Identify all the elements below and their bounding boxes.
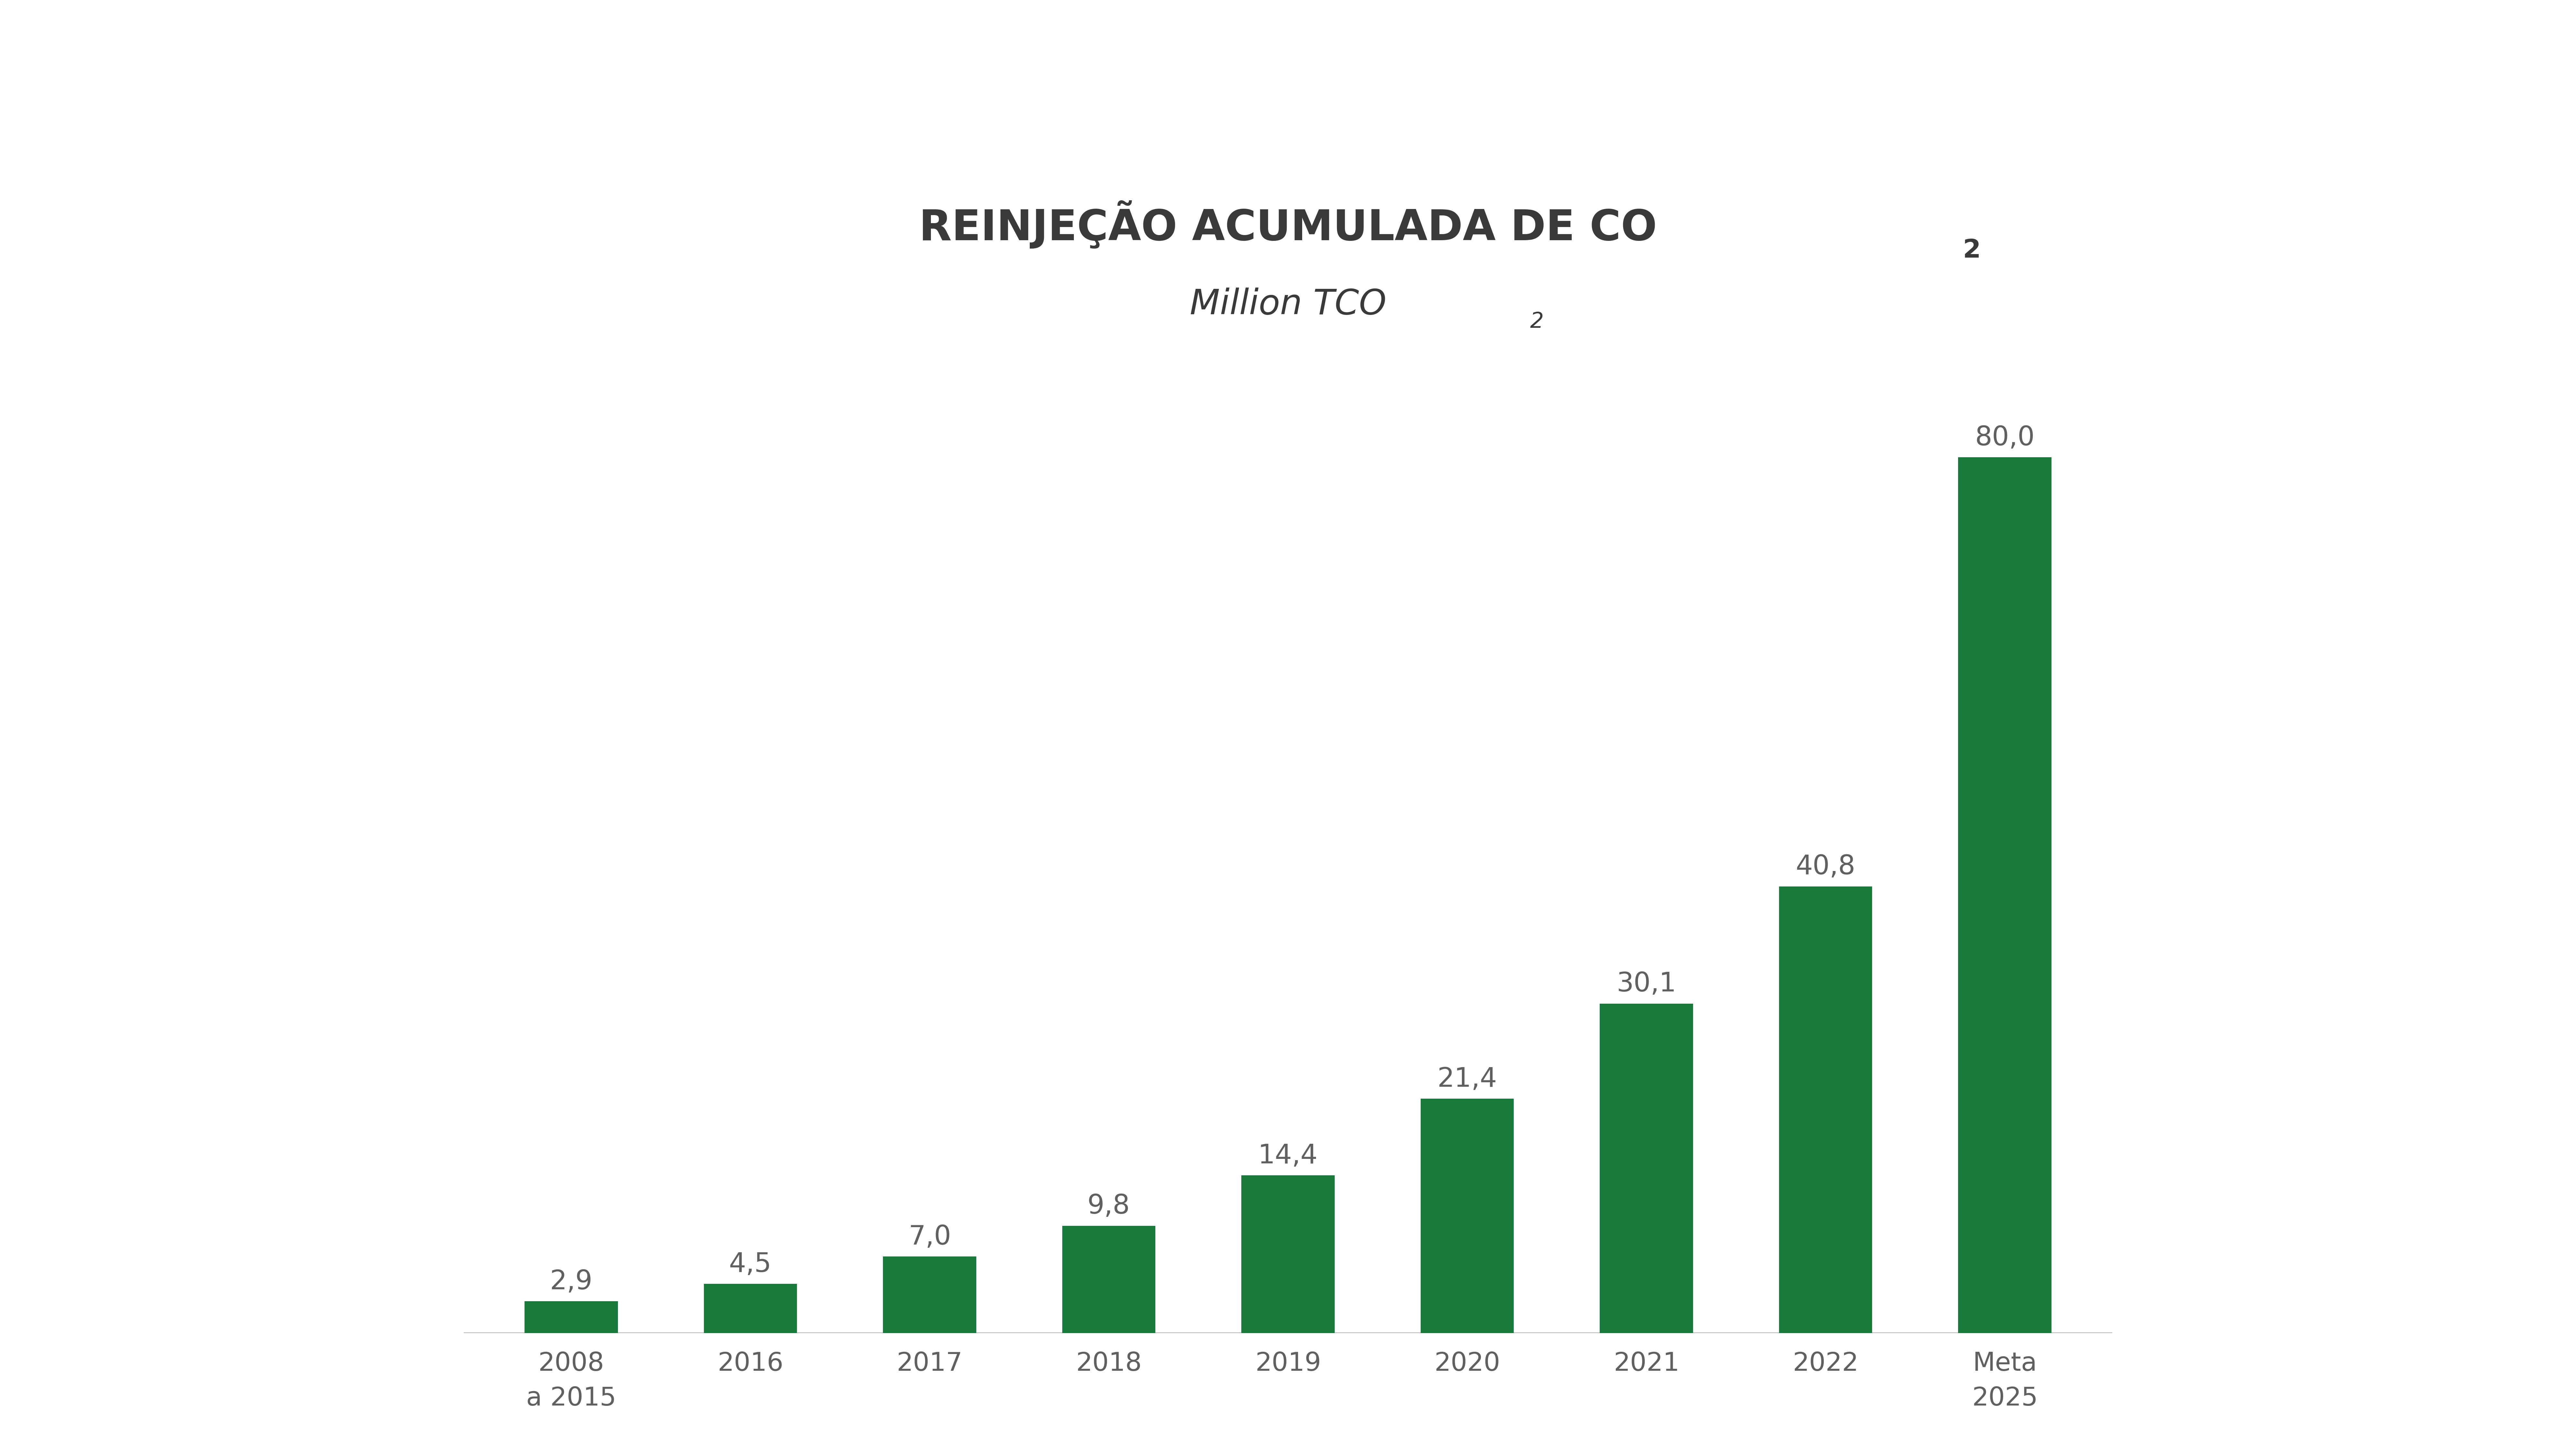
- Bar: [1780, 887, 1873, 1333]
- Bar: [1600, 1004, 1692, 1333]
- Text: 30,1: 30,1: [1618, 971, 1677, 997]
- Bar: [1061, 1226, 1157, 1333]
- Text: 2,9: 2,9: [549, 1269, 592, 1295]
- Bar: [1242, 1175, 1334, 1333]
- Text: 21,4: 21,4: [1437, 1066, 1497, 1093]
- Bar: [1958, 458, 2050, 1333]
- Bar: [884, 1256, 976, 1333]
- Text: 2: 2: [1530, 312, 1543, 332]
- Text: REINJEÇÃO ACUMULADA DE CO: REINJEÇÃO ACUMULADA DE CO: [920, 200, 1656, 249]
- Text: 80,0: 80,0: [1976, 425, 2035, 451]
- Text: Million TCO: Million TCO: [1190, 287, 1386, 322]
- Bar: [703, 1284, 796, 1333]
- Text: 2: 2: [1963, 238, 1981, 264]
- Text: 9,8: 9,8: [1087, 1193, 1131, 1219]
- Text: 14,4: 14,4: [1257, 1143, 1319, 1169]
- Bar: [1419, 1098, 1515, 1333]
- Bar: [526, 1301, 618, 1333]
- Text: 40,8: 40,8: [1795, 853, 1855, 880]
- Text: 4,5: 4,5: [729, 1250, 773, 1277]
- Text: 7,0: 7,0: [909, 1224, 951, 1250]
